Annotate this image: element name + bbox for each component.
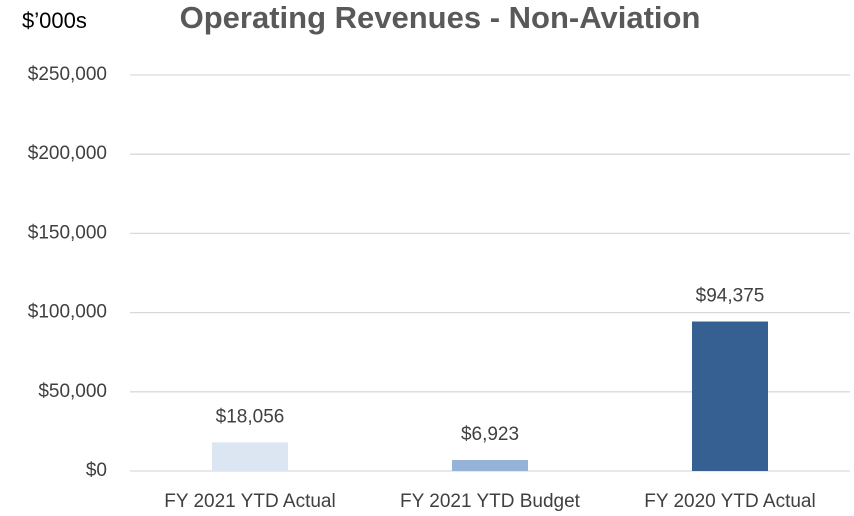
data-label: $18,056 (216, 406, 285, 427)
y-tick-label: $0 (86, 460, 107, 481)
y-tick-label: $100,000 (28, 302, 107, 323)
y-tick-label: $200,000 (28, 143, 107, 164)
bar (212, 442, 288, 471)
chart-title: Operating Revenues - Non-Aviation (180, 0, 701, 35)
data-label: $94,375 (696, 286, 765, 307)
x-tick-label: FY 2021 YTD Actual (164, 491, 335, 512)
y-tick-label: $150,000 (28, 222, 107, 243)
x-tick-label: FY 2020 YTD Actual (644, 491, 815, 512)
bar (452, 460, 528, 471)
data-label: $6,923 (461, 424, 519, 445)
y-unit-label: $’000s (22, 8, 87, 33)
bar (692, 321, 768, 471)
x-tick-label: FY 2021 YTD Budget (400, 491, 581, 512)
y-tick-label: $50,000 (38, 381, 107, 402)
y-tick-label: $250,000 (28, 64, 107, 85)
